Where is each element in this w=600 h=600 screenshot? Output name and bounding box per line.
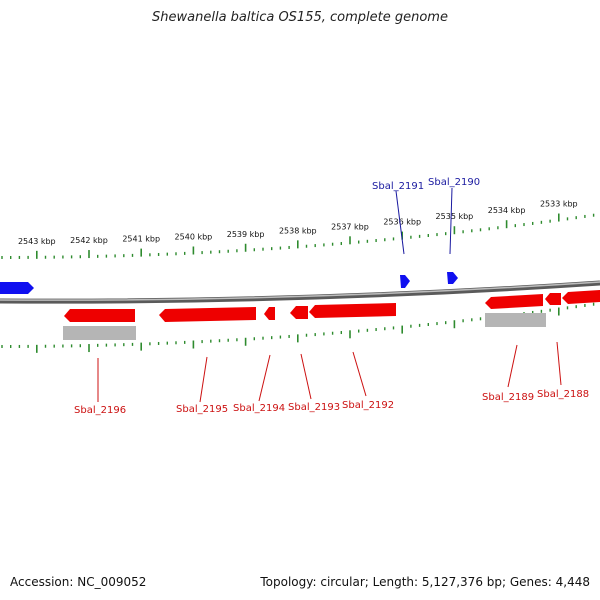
gene-sbal-2189-gray — [485, 313, 546, 327]
leader-sbal-2189 — [507, 344, 518, 388]
label-sbal-2189[interactable]: Sbal_2189 — [482, 392, 534, 403]
gene-sbal-2192[interactable] — [309, 303, 396, 318]
gene-sbal-2196-gray — [63, 326, 136, 340]
scale-ticks-bottom — [1, 302, 595, 353]
gene-reverse-small[interactable] — [545, 293, 561, 305]
label-sbal-2194[interactable]: Sbal_2194 — [233, 403, 285, 414]
scale-label: 2535 kbp — [436, 212, 474, 221]
scale-label: 2541 kbp — [122, 235, 160, 244]
gene-sbal-2195[interactable] — [159, 307, 256, 322]
scale-label: 2543 kbp — [18, 237, 56, 246]
scale-label: 2537 kbp — [331, 222, 369, 231]
reverse-genes — [63, 290, 600, 340]
scale-label: 2539 kbp — [227, 230, 265, 239]
scale-labels: 2543 kbp 2542 kbp 2541 kbp 2540 kbp 2539 kbp… — [18, 200, 578, 246]
gene-sbal-2191[interactable] — [400, 275, 410, 288]
genome-backbone — [0, 280, 600, 304]
accession-label: Accession: NC_009052 — [10, 575, 147, 589]
forward-genes — [0, 272, 458, 294]
label-sbal-2191[interactable]: Sbal_2191 — [372, 181, 424, 192]
scale-ticks-top — [1, 213, 595, 259]
genome-summary: Topology: circular; Length: 5,127,376 bp… — [260, 575, 590, 589]
scale-label: 2538 kbp — [279, 226, 317, 235]
leader-sbal-2188 — [556, 341, 562, 386]
leader-sbal-2193 — [300, 353, 312, 400]
scale-label: 2533 kbp — [540, 200, 578, 209]
gene-labels: Sbal_2191 Sbal_2190 Sbal_2196 Sbal_2195 … — [74, 177, 589, 416]
gene-sbal-2196[interactable] — [64, 309, 135, 322]
scale-label: 2540 kbp — [175, 233, 213, 242]
map-title: Shewanella baltica OS155, complete genom… — [152, 10, 448, 25]
scale-label: 2534 kbp — [488, 206, 526, 215]
leader-sbal-2194 — [258, 354, 271, 402]
scale-label: 2542 kbp — [70, 236, 108, 245]
label-sbal-2188[interactable]: Sbal_2188 — [537, 389, 589, 400]
label-sbal-2193[interactable]: Sbal_2193 — [288, 402, 340, 413]
genome-backbone-highlight — [0, 281, 600, 301]
label-sbal-2192[interactable]: Sbal_2192 — [342, 400, 394, 411]
scale-label: 2536 kbp — [383, 218, 421, 227]
gene-sbal-2194[interactable] — [264, 307, 275, 320]
gene-forward-left-edge[interactable] — [0, 282, 34, 294]
label-sbal-2196[interactable]: Sbal_2196 — [74, 405, 126, 416]
gene-sbal-2188[interactable] — [562, 290, 600, 304]
leader-sbal-2191 — [395, 190, 405, 255]
gene-sbal-2190[interactable] — [447, 272, 458, 284]
label-sbal-2195[interactable]: Sbal_2195 — [176, 404, 228, 415]
leader-sbal-2195 — [199, 356, 208, 403]
leader-sbal-2190 — [449, 187, 453, 255]
gene-sbal-2189[interactable] — [485, 294, 543, 309]
label-sbal-2190[interactable]: Sbal_2190 — [428, 177, 480, 188]
leader-sbal-2192 — [352, 351, 367, 397]
gene-sbal-2193[interactable] — [290, 306, 308, 319]
